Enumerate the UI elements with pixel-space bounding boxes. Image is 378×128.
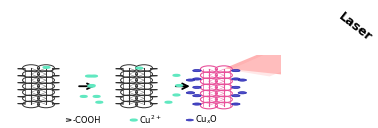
- Text: -COOH: -COOH: [73, 116, 101, 125]
- Circle shape: [193, 70, 201, 72]
- Circle shape: [43, 66, 50, 68]
- Circle shape: [193, 86, 201, 88]
- Circle shape: [238, 79, 246, 81]
- Circle shape: [232, 70, 240, 72]
- Circle shape: [173, 74, 180, 76]
- Circle shape: [193, 95, 201, 97]
- Circle shape: [81, 95, 87, 97]
- Text: Laser: Laser: [336, 10, 374, 44]
- Circle shape: [96, 101, 103, 103]
- Circle shape: [91, 75, 97, 77]
- Circle shape: [165, 101, 172, 103]
- Circle shape: [93, 95, 100, 97]
- Circle shape: [176, 85, 183, 86]
- Circle shape: [173, 94, 180, 96]
- Circle shape: [232, 95, 240, 97]
- Circle shape: [186, 92, 195, 94]
- Circle shape: [193, 78, 201, 80]
- Circle shape: [232, 103, 240, 105]
- Circle shape: [186, 119, 194, 121]
- Circle shape: [193, 103, 201, 105]
- Text: Cu$^{2+}$: Cu$^{2+}$: [139, 114, 161, 126]
- Circle shape: [86, 75, 93, 77]
- Polygon shape: [225, 22, 378, 75]
- Circle shape: [136, 67, 143, 69]
- Polygon shape: [230, 29, 363, 76]
- Circle shape: [232, 86, 240, 88]
- Circle shape: [88, 85, 95, 86]
- Circle shape: [88, 85, 94, 87]
- Circle shape: [238, 92, 246, 94]
- Circle shape: [130, 119, 137, 121]
- Text: Cu$_x$O: Cu$_x$O: [195, 114, 218, 126]
- Circle shape: [232, 78, 240, 80]
- Circle shape: [186, 79, 195, 81]
